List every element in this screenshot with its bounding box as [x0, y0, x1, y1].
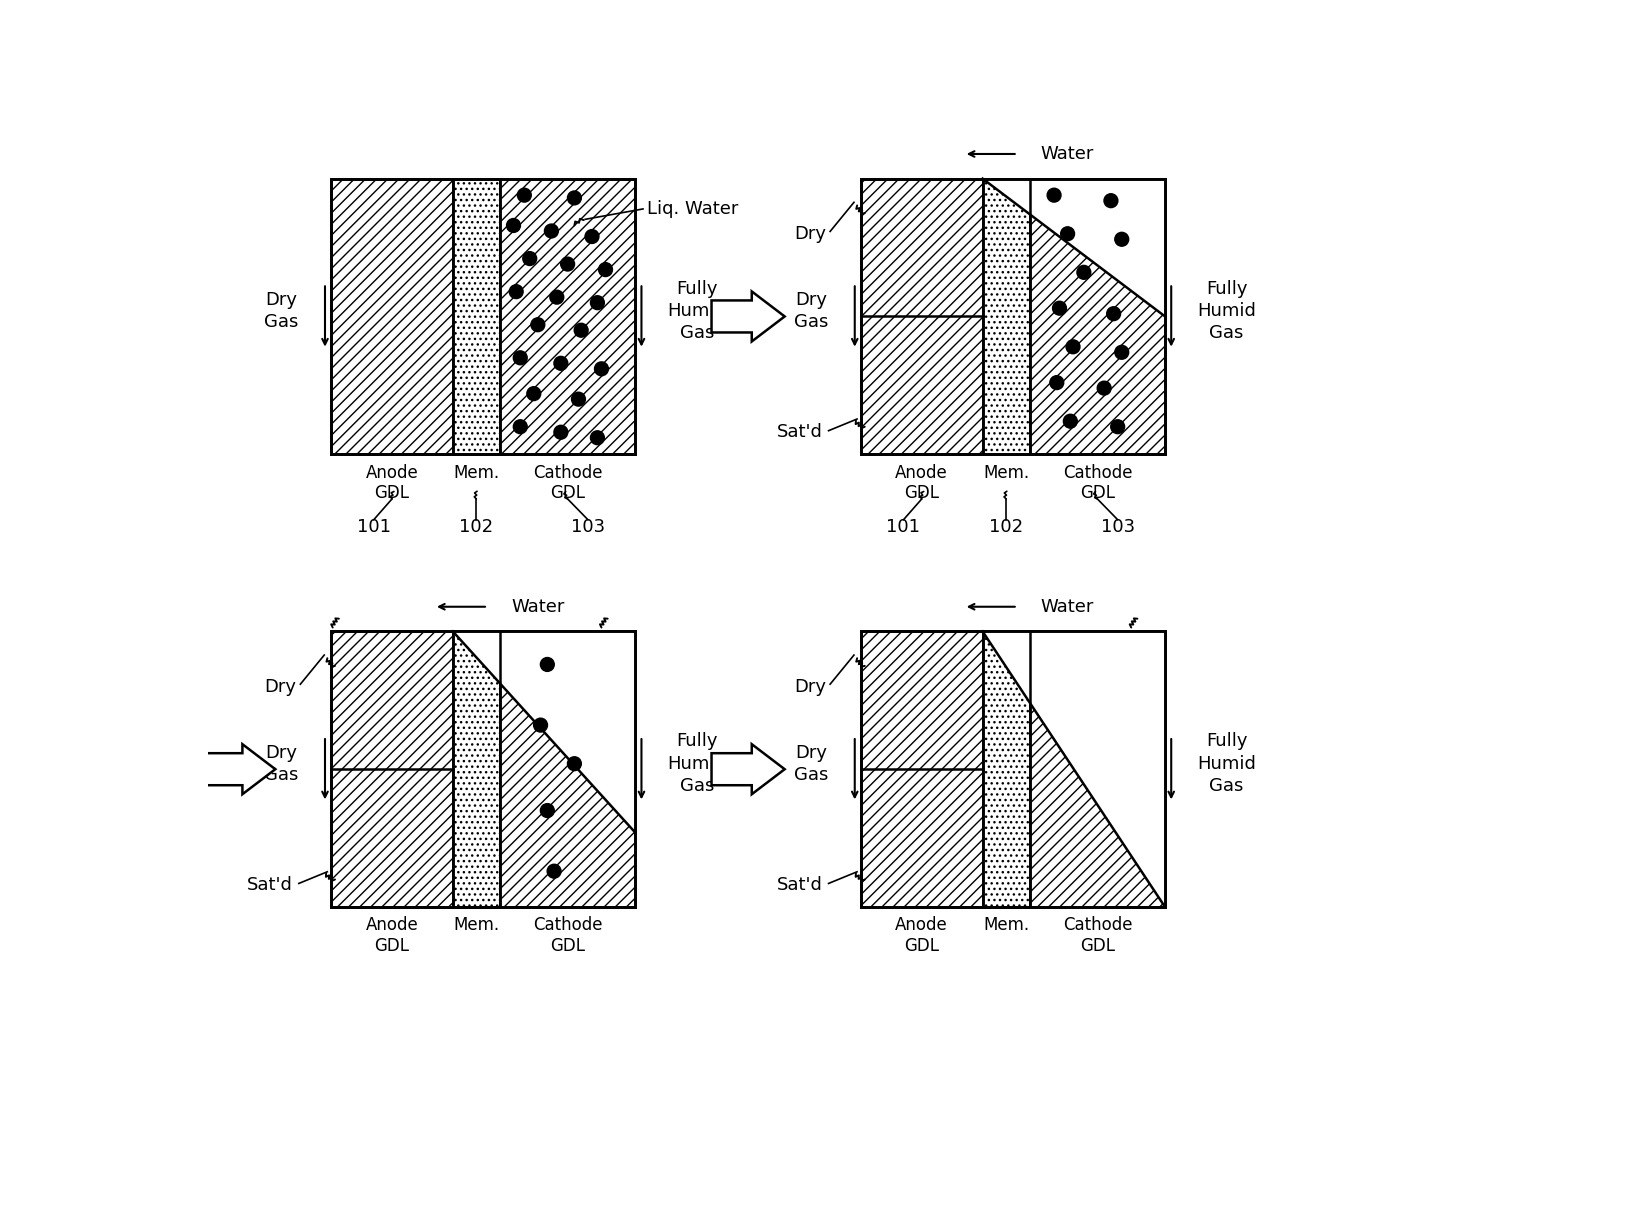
Polygon shape — [711, 744, 784, 795]
Bar — [500, 179, 636, 455]
Text: Fully
Humid
Gas: Fully Humid Gas — [667, 733, 725, 795]
Text: Water: Water — [1040, 597, 1094, 616]
Circle shape — [1104, 194, 1117, 207]
Circle shape — [1110, 419, 1125, 434]
Bar — [981, 179, 1029, 455]
Text: Dry
Gas: Dry Gas — [794, 291, 828, 332]
Circle shape — [1060, 227, 1074, 240]
Text: Fully
Humid
Gas: Fully Humid Gas — [1196, 733, 1255, 795]
Text: Dry
Gas: Dry Gas — [794, 744, 828, 784]
Bar — [453, 179, 500, 455]
Text: Liq. Water: Liq. Water — [647, 200, 738, 218]
Bar — [861, 179, 1164, 455]
Text: Cathode
GDL: Cathode GDL — [533, 463, 601, 502]
Polygon shape — [453, 631, 636, 833]
Circle shape — [1050, 375, 1063, 390]
Text: Dry: Dry — [794, 224, 826, 243]
Circle shape — [561, 257, 574, 271]
Text: Dry
Gas: Dry Gas — [264, 291, 298, 332]
Text: Mem.: Mem. — [453, 463, 499, 482]
Circle shape — [1051, 301, 1066, 315]
Text: Sat'd: Sat'd — [776, 423, 822, 441]
Circle shape — [567, 191, 580, 205]
Text: Anode
GDL: Anode GDL — [365, 463, 419, 502]
Text: Sat'd: Sat'd — [776, 876, 822, 894]
Circle shape — [507, 218, 520, 233]
Text: Fully
Humid
Gas: Fully Humid Gas — [1196, 279, 1255, 343]
Text: 102: 102 — [460, 518, 494, 536]
Circle shape — [1115, 233, 1128, 246]
Text: 103: 103 — [1100, 518, 1134, 536]
Circle shape — [595, 362, 608, 375]
Circle shape — [523, 251, 536, 266]
Polygon shape — [981, 631, 1164, 907]
Text: 101: 101 — [887, 518, 919, 536]
Circle shape — [590, 430, 605, 445]
Text: Anode
GDL: Anode GDL — [895, 463, 947, 502]
Text: Anode
GDL: Anode GDL — [895, 917, 947, 954]
Circle shape — [531, 318, 544, 332]
Circle shape — [549, 290, 564, 304]
Circle shape — [1097, 382, 1110, 395]
Bar — [861, 631, 981, 907]
Bar — [331, 631, 453, 907]
Circle shape — [1107, 307, 1120, 321]
Circle shape — [540, 803, 554, 818]
Text: Water: Water — [510, 597, 564, 616]
Text: Fully
Humid
Gas: Fully Humid Gas — [667, 279, 725, 343]
Polygon shape — [711, 291, 784, 341]
Circle shape — [554, 356, 567, 371]
Bar — [1029, 631, 1164, 907]
Text: Cathode
GDL: Cathode GDL — [1063, 463, 1131, 502]
Text: Mem.: Mem. — [453, 917, 499, 934]
Text: 101: 101 — [357, 518, 391, 536]
Text: Anode
GDL: Anode GDL — [365, 917, 419, 954]
Text: Mem.: Mem. — [983, 917, 1029, 934]
Circle shape — [1115, 345, 1128, 360]
Text: Water: Water — [1040, 145, 1094, 163]
Circle shape — [509, 285, 523, 299]
Bar — [500, 631, 636, 907]
Circle shape — [1063, 414, 1076, 428]
Circle shape — [598, 262, 613, 277]
Text: Dry
Gas: Dry Gas — [264, 744, 298, 784]
Circle shape — [513, 419, 526, 434]
Circle shape — [1046, 188, 1061, 202]
Polygon shape — [202, 744, 275, 795]
Bar — [861, 179, 981, 455]
Circle shape — [554, 425, 567, 439]
Text: Dry: Dry — [264, 678, 297, 696]
Circle shape — [546, 864, 561, 878]
Bar — [861, 631, 1164, 907]
Circle shape — [513, 351, 526, 364]
Bar — [331, 179, 453, 455]
Polygon shape — [981, 179, 1164, 317]
Circle shape — [540, 657, 554, 672]
Text: Cathode
GDL: Cathode GDL — [533, 917, 601, 954]
Bar — [453, 631, 500, 907]
Circle shape — [533, 718, 548, 733]
Circle shape — [590, 296, 605, 310]
Bar — [331, 631, 636, 907]
Circle shape — [570, 393, 585, 406]
Bar — [981, 631, 1029, 907]
Circle shape — [567, 757, 580, 770]
Text: Dry: Dry — [794, 678, 826, 696]
Circle shape — [526, 386, 541, 401]
Bar — [331, 179, 636, 455]
Text: Mem.: Mem. — [983, 463, 1029, 482]
Circle shape — [585, 229, 598, 244]
Circle shape — [574, 323, 588, 338]
Circle shape — [517, 188, 531, 202]
Circle shape — [1076, 266, 1090, 279]
Circle shape — [544, 224, 557, 238]
Text: 102: 102 — [988, 518, 1022, 536]
Text: Sat'd: Sat'd — [246, 876, 292, 894]
Text: 103: 103 — [570, 518, 605, 536]
Text: Cathode
GDL: Cathode GDL — [1063, 917, 1131, 954]
Bar — [1029, 179, 1164, 455]
Circle shape — [1066, 340, 1079, 354]
